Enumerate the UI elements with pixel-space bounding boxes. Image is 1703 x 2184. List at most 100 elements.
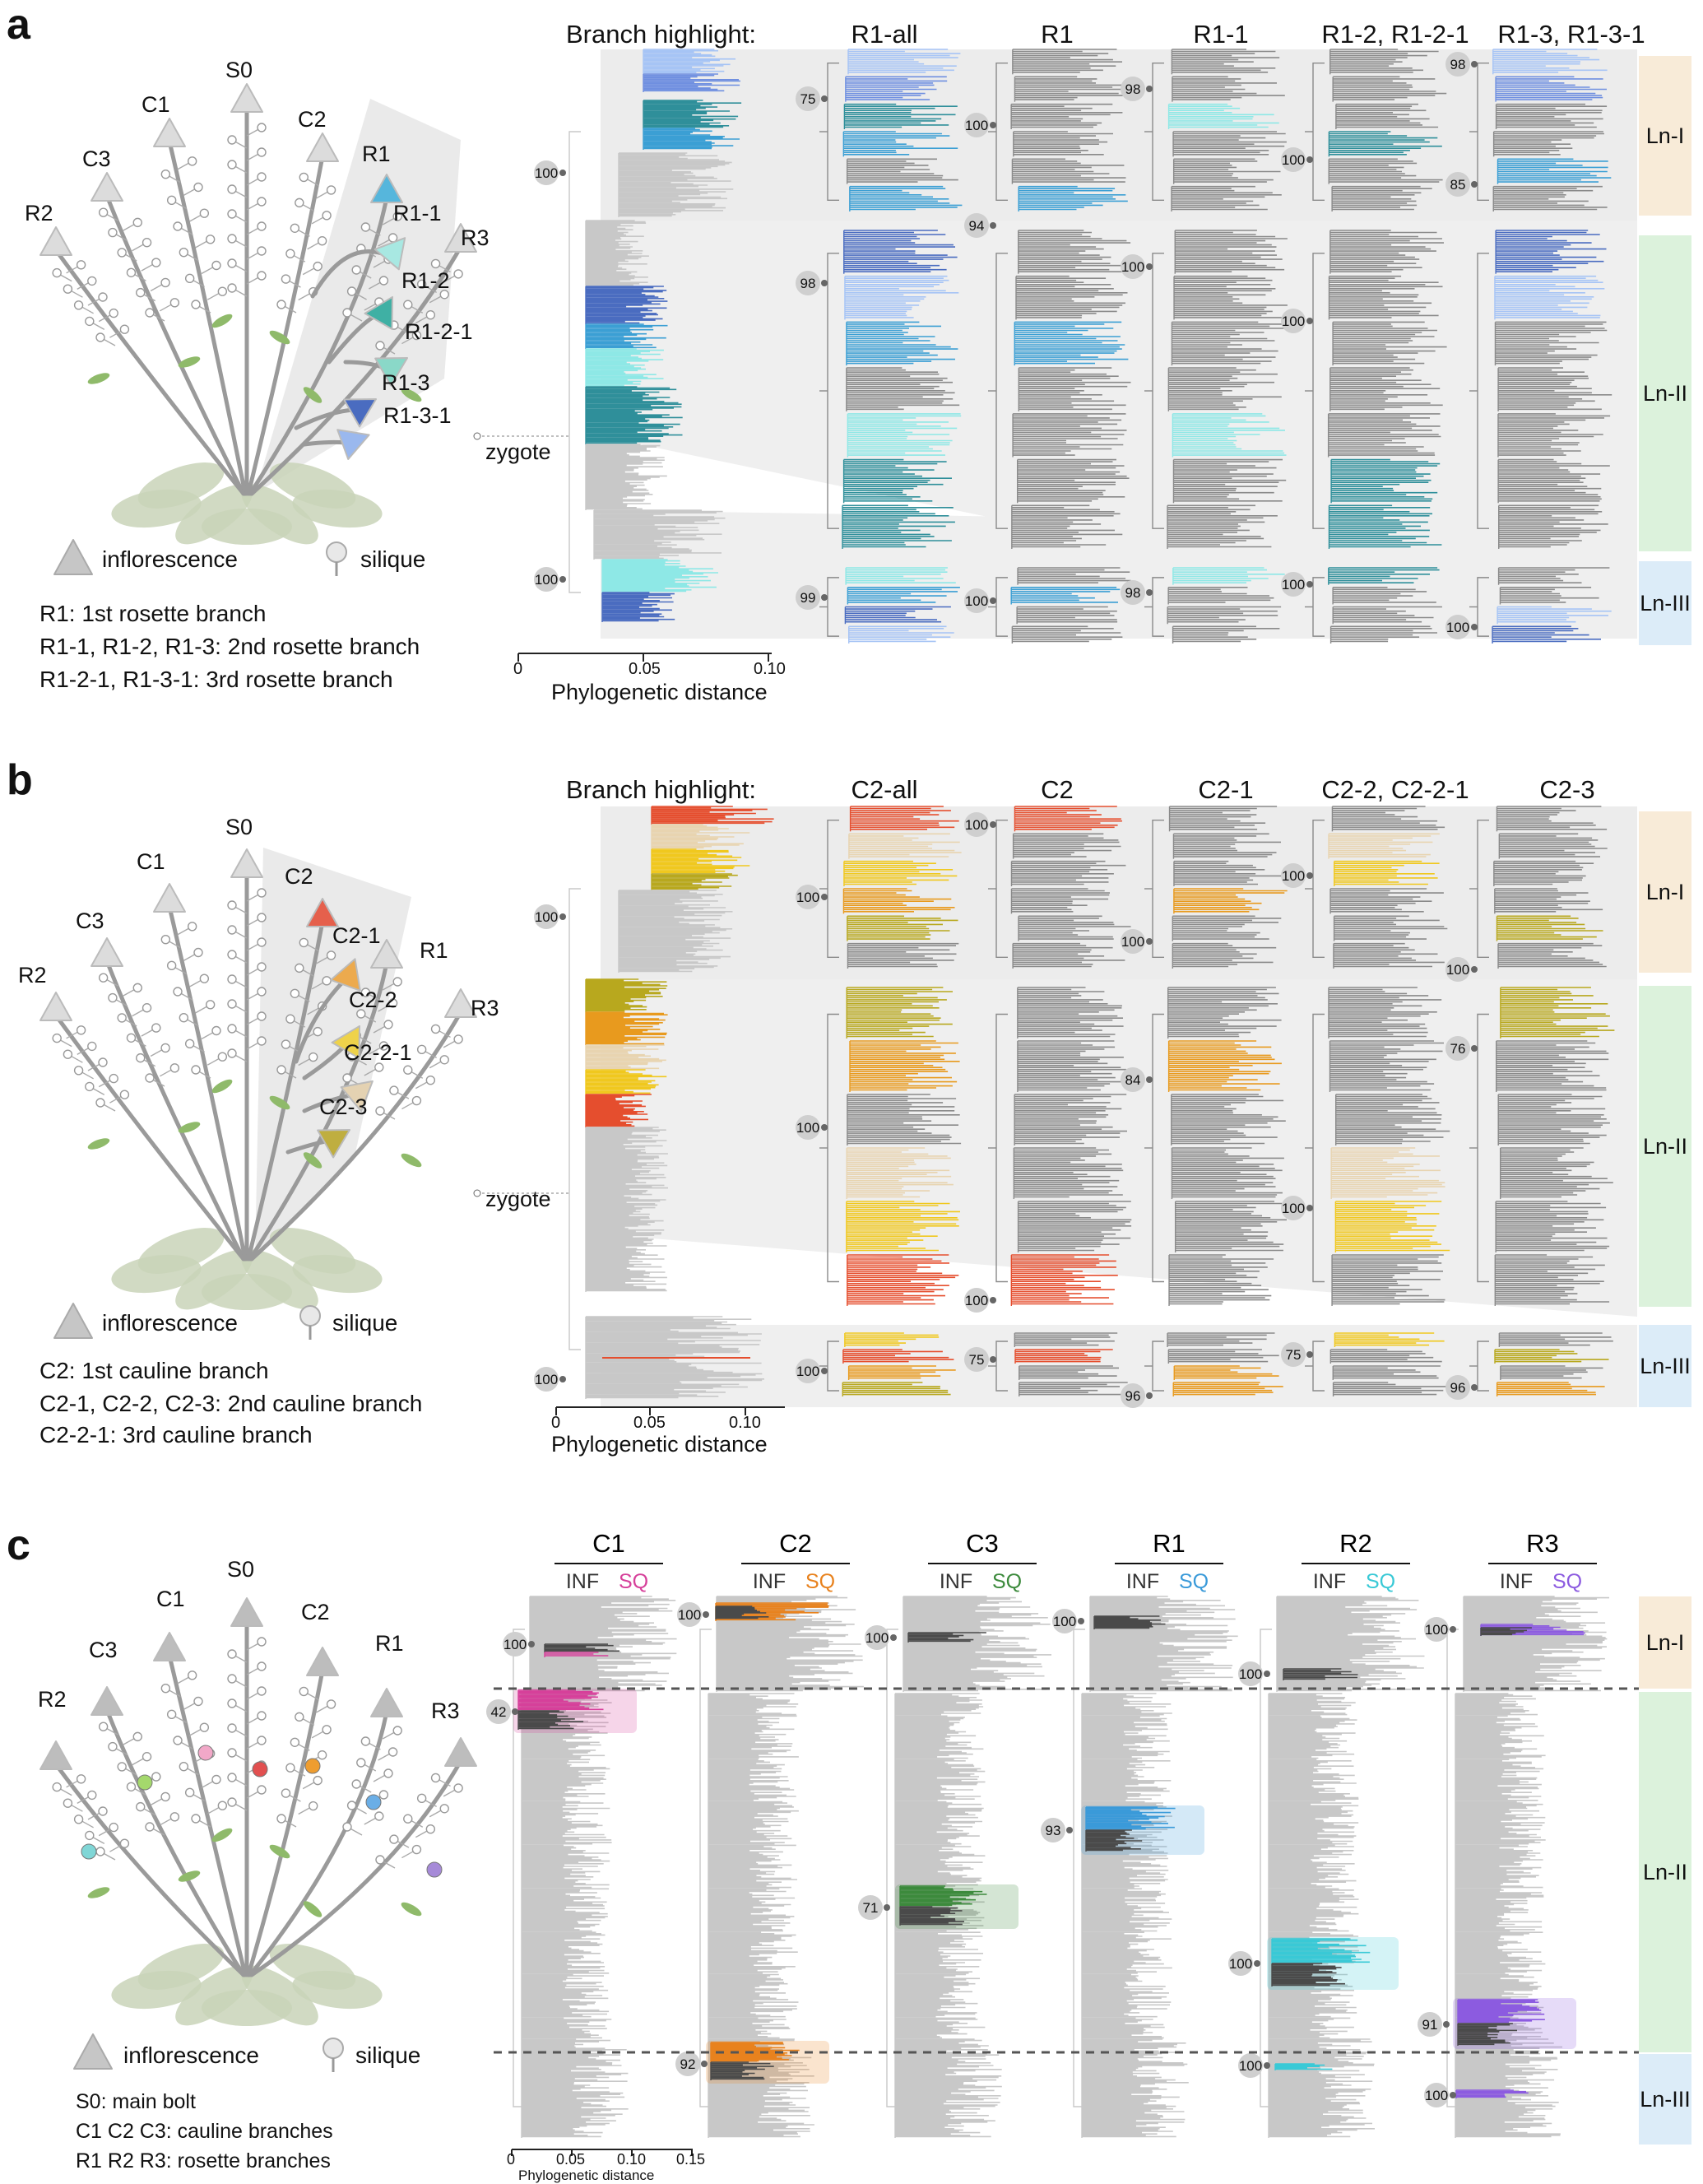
svg-text:100: 100 <box>1446 962 1469 978</box>
tree-clade <box>1010 860 1126 886</box>
clade-r1-ln2 <box>1085 1806 1176 1830</box>
silique-icon <box>136 1053 146 1063</box>
sq-label: SQ <box>1552 1570 1582 1593</box>
mini-tree-lni <box>819 806 962 969</box>
inf-label: INF <box>753 1570 786 1593</box>
node-dot <box>1066 1827 1073 1833</box>
svg-text:100: 100 <box>1282 314 1305 329</box>
tree-clade <box>1497 158 1612 184</box>
silique-icon <box>257 123 267 132</box>
plant-label-r1-3: R1-3 <box>382 370 430 395</box>
silique-icon <box>295 197 304 208</box>
silique-icon <box>142 1003 152 1013</box>
inflorescence-icon <box>343 398 378 428</box>
tree-clade <box>1016 606 1118 625</box>
silique-icon <box>87 1041 97 1052</box>
silique-icon <box>151 1023 161 1033</box>
silique-icon <box>257 271 267 281</box>
tree-clade <box>847 587 960 605</box>
stem <box>248 1709 389 1977</box>
tree-clade <box>1332 76 1447 102</box>
rosette-leaf <box>292 1254 383 1294</box>
node-dot <box>890 1634 897 1641</box>
silique-icon <box>227 974 237 984</box>
silique-icon <box>323 2038 344 2072</box>
tree-clade <box>846 1201 960 1252</box>
clade-c3-ln2-inf <box>899 1906 964 1926</box>
clade-lniii <box>1268 2038 1375 2138</box>
tree-clade <box>1329 625 1437 644</box>
silique-icon <box>257 937 267 947</box>
silique-icon <box>285 1763 295 1773</box>
svg-text:84: 84 <box>1125 1072 1141 1088</box>
silique-icon <box>119 1090 130 1099</box>
column-header-b-3: C2-2, C2-2-1 <box>1321 775 1469 804</box>
silique-icon <box>439 1055 449 1065</box>
svg-text:100: 100 <box>865 1630 889 1646</box>
silique-icon <box>342 1822 352 1832</box>
tree-clade <box>1492 49 1608 75</box>
stem <box>53 1762 246 1977</box>
bootstrap-label: 75 <box>964 1347 996 1372</box>
silique-icon <box>403 1814 413 1824</box>
silique-icon <box>169 298 180 308</box>
inf-label: INF <box>1126 1570 1159 1593</box>
rosette-leaf <box>202 1274 292 1310</box>
bootstrap-label: 100 <box>1121 929 1153 954</box>
column-name: R2 <box>1339 1529 1372 1558</box>
bootstrap-label: 94 <box>964 213 996 238</box>
plant-label-c3-c: C3 <box>89 1638 118 1662</box>
plant-label-r1-2-1: R1-2-1 <box>405 319 473 344</box>
tree-clade <box>1171 1147 1284 1199</box>
tree-clade <box>1334 1201 1450 1252</box>
clade-r3-ln3 <box>1455 2089 1529 2098</box>
tree-clade <box>1327 413 1441 458</box>
tree-column-c <box>513 1596 677 2138</box>
node-dot <box>990 821 996 828</box>
tree-clade <box>1012 942 1125 969</box>
plant-label-r2-c: R2 <box>38 1687 67 1712</box>
tree-clade <box>847 1254 959 1306</box>
clade-lni <box>1276 1596 1425 1692</box>
silique-icon <box>142 1752 152 1762</box>
node-dot <box>1306 1205 1313 1211</box>
node-dot <box>884 1904 890 1911</box>
svg-text:100: 100 <box>1282 152 1305 168</box>
tree-branch <box>568 131 581 593</box>
silique-icon <box>411 1844 422 1855</box>
inflorescence-icon <box>336 429 370 460</box>
tree-clade <box>1494 1254 1610 1306</box>
tree-clade <box>845 567 956 585</box>
silique-icon <box>309 1052 318 1062</box>
bootstrap-label: 100 <box>796 885 828 909</box>
column-name: R3 <box>1526 1529 1559 1558</box>
silique-icon <box>95 1847 105 1856</box>
silique-icon <box>73 1066 84 1076</box>
bootstrap-label: 100 <box>1424 1617 1456 1642</box>
plant-label-r1-b: R1 <box>420 938 448 963</box>
tree-clade <box>1334 860 1440 886</box>
inflorescence-icon <box>444 1737 477 1767</box>
svg-text:75: 75 <box>969 1352 985 1368</box>
svg-text:100: 100 <box>1446 620 1469 635</box>
rosette-leaf <box>292 489 383 528</box>
tree-clade <box>1328 504 1442 549</box>
node-dot <box>1306 318 1313 324</box>
ln1-band <box>601 806 1637 979</box>
stem <box>53 1013 246 1262</box>
cauline-leaf <box>401 1902 422 1917</box>
silique-icon <box>73 300 84 310</box>
cauline-leaf <box>87 1138 110 1150</box>
silique-icon <box>227 900 237 910</box>
tree-clade <box>843 230 958 274</box>
tree-clade <box>1019 1365 1119 1380</box>
tree-clade <box>1015 275 1128 320</box>
clade-c1-ln1-inf <box>544 1643 619 1652</box>
zygote-node <box>473 432 481 440</box>
tree-clade <box>1495 1201 1610 1252</box>
clade-r1-ln2-inf <box>1085 1829 1143 1852</box>
distance-axis-b <box>555 1406 785 1415</box>
silique-icon <box>160 1683 171 1694</box>
bootstrap-label: 99 <box>796 585 828 610</box>
stem <box>294 977 348 1064</box>
